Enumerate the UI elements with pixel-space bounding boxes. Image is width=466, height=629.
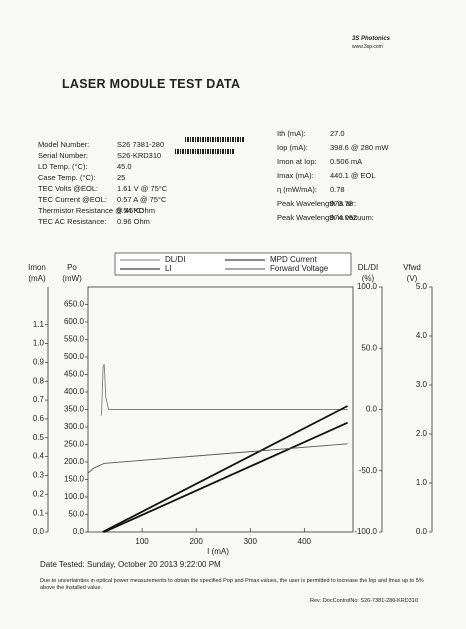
- y-tick-label: 0.4: [33, 452, 45, 461]
- field-label: TEC Volts @EOL:: [38, 184, 99, 193]
- field-label: Peak Wavelength in air:: [277, 199, 356, 208]
- series-line: [87, 443, 348, 474]
- y-tick-label: 0.0: [366, 405, 378, 414]
- field-value: 45.0: [117, 162, 132, 171]
- y-tick-label: -100.0: [354, 527, 377, 536]
- y-tick-label: 100.0: [64, 492, 85, 501]
- y-tick-label: 100.0: [357, 282, 378, 291]
- field-value: 25: [117, 173, 126, 182]
- y-tick-label: 5.0: [416, 282, 428, 291]
- y-tick-label: 1.1: [33, 320, 45, 329]
- y-tick-label: 150.0: [64, 475, 85, 484]
- y-tick-label: 1.0: [33, 339, 45, 348]
- series-line: [101, 364, 348, 416]
- field-label: Thermistor Resistance @ 45°C:: [38, 206, 144, 215]
- legend-label: DL/DI: [165, 255, 185, 264]
- y-tick-label: 1.0: [416, 478, 428, 487]
- axis-label: (%): [362, 274, 375, 283]
- field-label: LD Temp. (°C):: [38, 162, 88, 171]
- y-tick-label: -50.0: [359, 466, 378, 475]
- y-tick-label: 250.0: [64, 440, 85, 449]
- y-tick-label: 650.0: [64, 300, 85, 309]
- legend: [114, 252, 352, 276]
- axis-label: (mW): [62, 274, 82, 283]
- field-label: Iop (mA):: [277, 143, 308, 152]
- field-label: η (mW/mA):: [277, 185, 317, 194]
- y-tick-label: 400.0: [64, 387, 85, 396]
- axis-label: (mA): [28, 274, 46, 283]
- website: www.3sp.com: [352, 44, 383, 50]
- date-tested: Date Tested: Sunday, October 20 2013 9:2…: [40, 560, 221, 569]
- y-tick-label: 200.0: [64, 457, 85, 466]
- y-tick-label: 0.3: [33, 471, 45, 480]
- field-value: 27.0: [330, 129, 345, 138]
- y-tick-label: 0.0: [33, 527, 45, 536]
- x-tick-label: 400: [298, 537, 312, 546]
- series-line: [103, 421, 348, 533]
- x-tick-label: 200: [189, 537, 203, 546]
- field-label: TEC Current @EOL:: [38, 195, 107, 204]
- field-value: 0.57 A @ 75°C: [117, 195, 167, 204]
- y-tick-label: 0.7: [33, 395, 45, 404]
- field-value: 973.78: [330, 199, 353, 208]
- y-tick-label: 0.2: [33, 489, 45, 498]
- field-label: TEC AC Resistance:: [38, 217, 107, 226]
- x-tick-label: 300: [244, 537, 258, 546]
- y-tick-label: 300.0: [64, 422, 85, 431]
- field-value: S26 7381-280: [117, 140, 165, 149]
- y-tick-label: 2.0: [416, 429, 428, 438]
- field-label: Imon at Iop:: [277, 157, 317, 166]
- axis-label: DL/DI: [358, 263, 378, 272]
- y-tick-label: 350.0: [64, 405, 85, 414]
- field-value: 0.506 mA: [330, 157, 363, 166]
- axis-label: (V): [407, 274, 418, 283]
- barcode: [185, 137, 245, 142]
- field-value: 9.54 KOhm: [117, 206, 155, 215]
- y-tick-label: 0.0: [416, 527, 428, 536]
- y-tick-label: 0.0: [73, 527, 85, 536]
- legend-label: LI: [165, 264, 172, 273]
- footer: Rev: DocControlNo: S26-7381-280-KRD310: [310, 598, 418, 604]
- y-tick-label: 500.0: [64, 352, 85, 361]
- y-tick-label: 4.0: [416, 331, 428, 340]
- y-tick-label: 0.6: [33, 414, 45, 423]
- logo: 3S Photonics: [352, 36, 391, 42]
- legend-label: Forward Voltage: [270, 264, 329, 273]
- series-line: [102, 405, 349, 533]
- y-tick-label: 450.0: [64, 370, 85, 379]
- field-value: 0.78: [330, 185, 345, 194]
- barcode: [175, 149, 235, 154]
- field-label: Serial Number:: [38, 151, 89, 160]
- field-label: Imax (mA):: [277, 171, 314, 180]
- field-label: Model Number:: [38, 140, 90, 149]
- field-label: Ith (mA):: [277, 129, 306, 138]
- y-tick-label: 0.1: [33, 508, 45, 517]
- y-tick-label: 550.0: [64, 335, 85, 344]
- field-value: 1.61 V @ 75°C: [117, 184, 168, 193]
- field-value: 0.96 Ohm: [117, 217, 150, 226]
- y-tick-label: 50.0: [361, 343, 377, 352]
- x-tick-label: 100: [135, 537, 149, 546]
- y-tick-label: 0.8: [33, 376, 45, 385]
- y-tick-label: 600.0: [64, 317, 85, 326]
- axis-label: Po: [67, 263, 77, 272]
- field-label: Case Temp. (°C):: [38, 173, 96, 182]
- note: Due to uncertainties in optical power me…: [40, 578, 424, 591]
- legend-label: MPD Current: [270, 255, 317, 264]
- axis-label: Vfwd: [403, 263, 421, 272]
- axis-label: Imon: [28, 263, 46, 272]
- y-tick-label: 50.0: [68, 510, 84, 519]
- field-label: Peak Wavelength in vacuum:: [277, 213, 374, 222]
- x-axis-label: I (mA): [207, 547, 229, 556]
- y-tick-label: 0.9: [33, 357, 45, 366]
- y-tick-label: 0.5: [33, 433, 45, 442]
- y-tick-label: 3.0: [416, 380, 428, 389]
- title: LASER MODULE TEST DATA: [62, 77, 241, 91]
- field-value: 398.6 @ 280 mW: [330, 143, 389, 152]
- field-value: S26-KRD310: [117, 151, 162, 160]
- field-value: 440.1 @ EOL: [330, 171, 376, 180]
- field-value: 974.062: [330, 213, 358, 222]
